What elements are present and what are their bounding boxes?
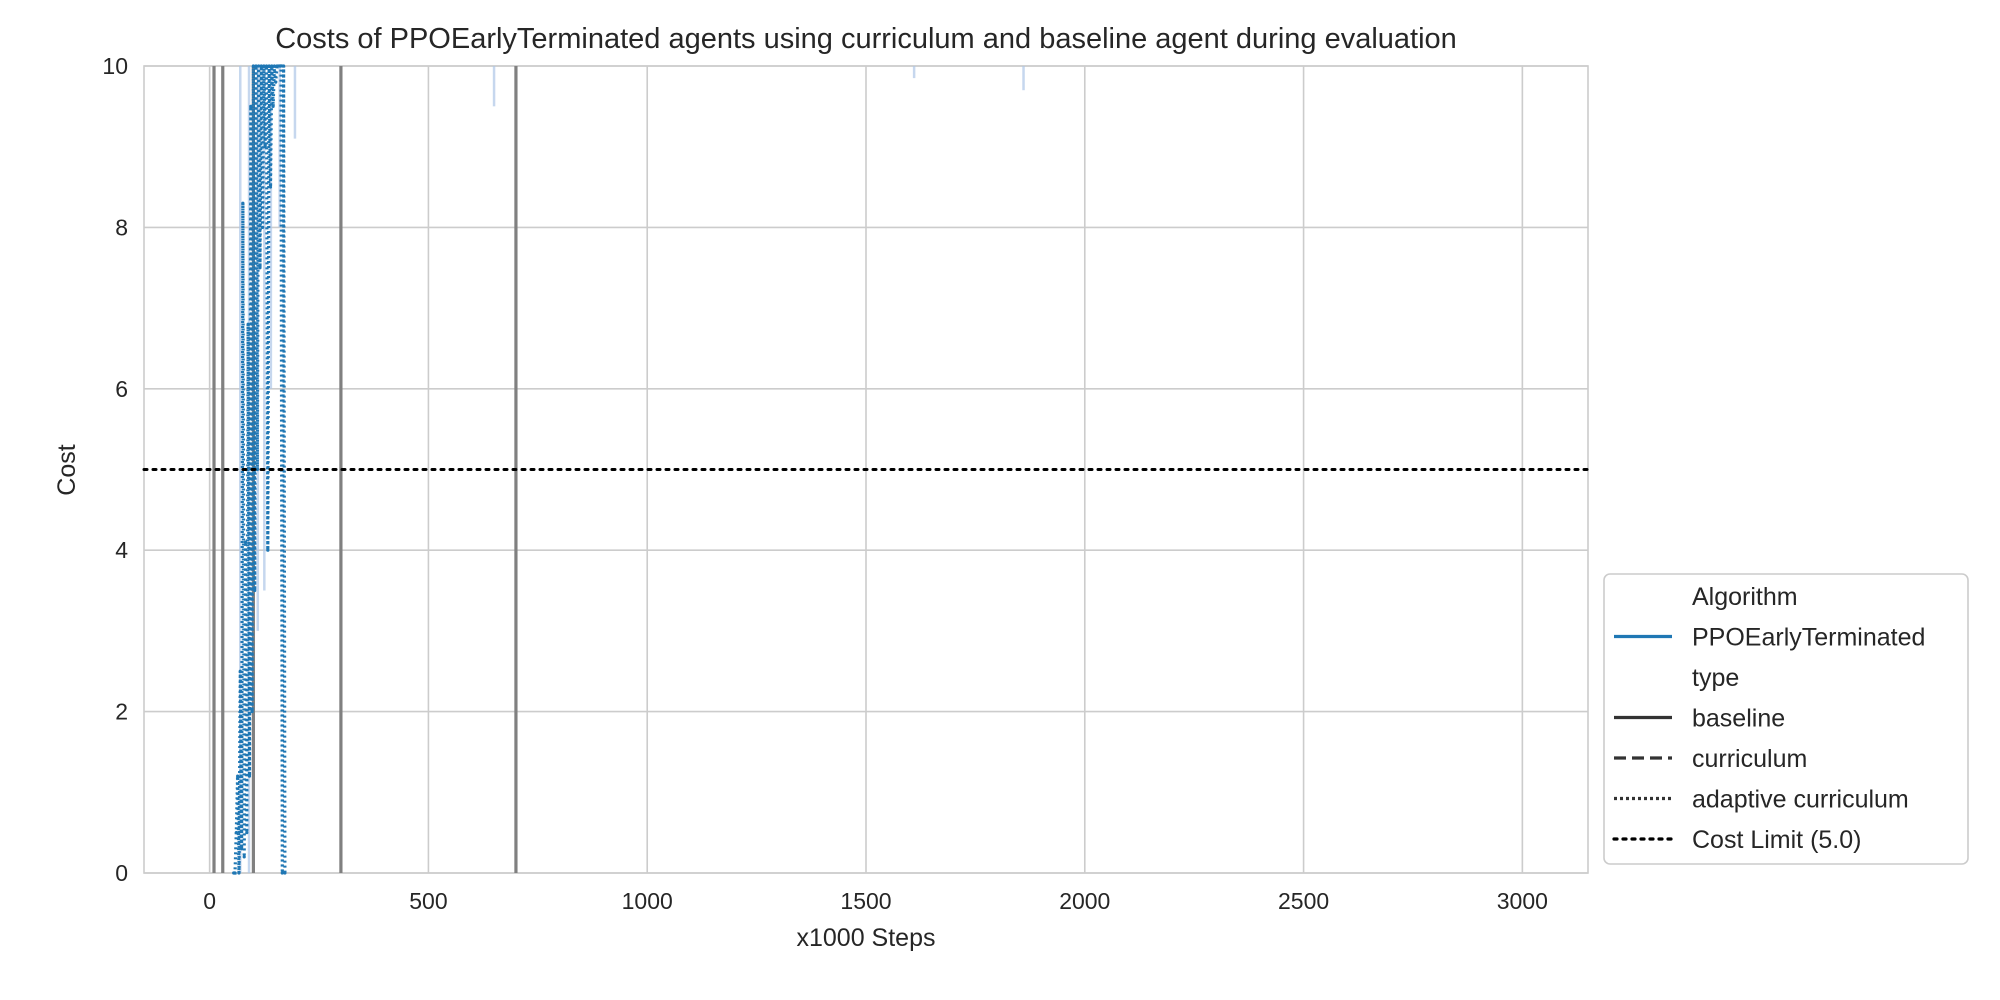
data-point	[234, 831, 238, 835]
data-point	[249, 104, 253, 108]
data-point	[280, 871, 284, 875]
x-tick-label: 1500	[840, 888, 891, 914]
series-lines	[232, 64, 287, 875]
data-point	[267, 64, 271, 68]
data-point	[283, 871, 287, 875]
y-tick-label: 4	[115, 537, 128, 563]
data-point	[279, 64, 283, 68]
x-tick-labels: 0 500 1000 1500 2000 2500 3000	[203, 888, 1548, 914]
legend-label: curriculum	[1692, 745, 1807, 773]
y-tick-label: 0	[115, 860, 128, 886]
legend: Algorithm PPOEarlyTerminated type baseline c…	[1603, 573, 1969, 865]
data-point	[247, 774, 252, 778]
x-tick-label: 2500	[1278, 888, 1329, 914]
series-line-ppoearlyterminated	[233, 64, 287, 875]
data-point	[243, 540, 248, 544]
data-point	[264, 64, 269, 68]
data-point	[270, 64, 274, 68]
data-point	[245, 831, 249, 835]
data-point	[262, 64, 266, 68]
data-point	[250, 710, 254, 714]
y-tick-label: 10	[102, 53, 128, 79]
data-point	[253, 588, 257, 593]
legend-label: Algorithm	[1692, 583, 1798, 611]
chart-title: Costs of PPOEarlyTerminated agents using…	[275, 23, 1457, 55]
data-point	[271, 104, 275, 108]
data-point	[233, 871, 237, 875]
y-axis-label: Cost	[53, 444, 81, 495]
x-tick-label: 1000	[622, 888, 673, 914]
legend-label: type	[1692, 664, 1739, 692]
data-point	[239, 847, 244, 851]
data-point	[266, 548, 270, 552]
x-axis-label: x1000 Steps	[797, 924, 936, 952]
data-point	[254, 64, 258, 68]
legend-label: PPOEarlyTerminated	[1692, 624, 1925, 652]
y-tick-label: 6	[115, 376, 128, 402]
x-tick-label: 500	[409, 888, 447, 914]
data-point	[260, 225, 265, 229]
data-point	[274, 80, 278, 84]
y-tick-label: 8	[115, 214, 128, 240]
data-point	[258, 266, 262, 270]
legend-label: baseline	[1692, 705, 1785, 733]
data-point	[257, 64, 261, 68]
data-point	[242, 855, 246, 859]
x-tick-label: 0	[203, 888, 216, 914]
data-point	[237, 871, 241, 875]
legend-box	[1603, 573, 1969, 865]
data-point	[281, 64, 286, 68]
y-tick-labels: 0 2 4 6 8 10	[102, 53, 128, 886]
data-point	[241, 201, 245, 205]
legend-label: adaptive curriculum	[1692, 786, 1909, 814]
data-point	[246, 322, 250, 326]
y-tick-label: 2	[115, 699, 128, 725]
x-tick-label: 2000	[1059, 888, 1110, 914]
data-point	[272, 64, 276, 68]
data-point	[268, 185, 273, 189]
data-point	[236, 774, 240, 778]
data-point	[263, 145, 267, 149]
data-point	[255, 467, 259, 472]
x-tick-label: 3000	[1497, 888, 1548, 914]
data-point	[238, 669, 242, 673]
data-point	[259, 64, 263, 68]
legend-label: Cost Limit (5.0)	[1692, 826, 1861, 854]
data-point	[251, 64, 255, 68]
